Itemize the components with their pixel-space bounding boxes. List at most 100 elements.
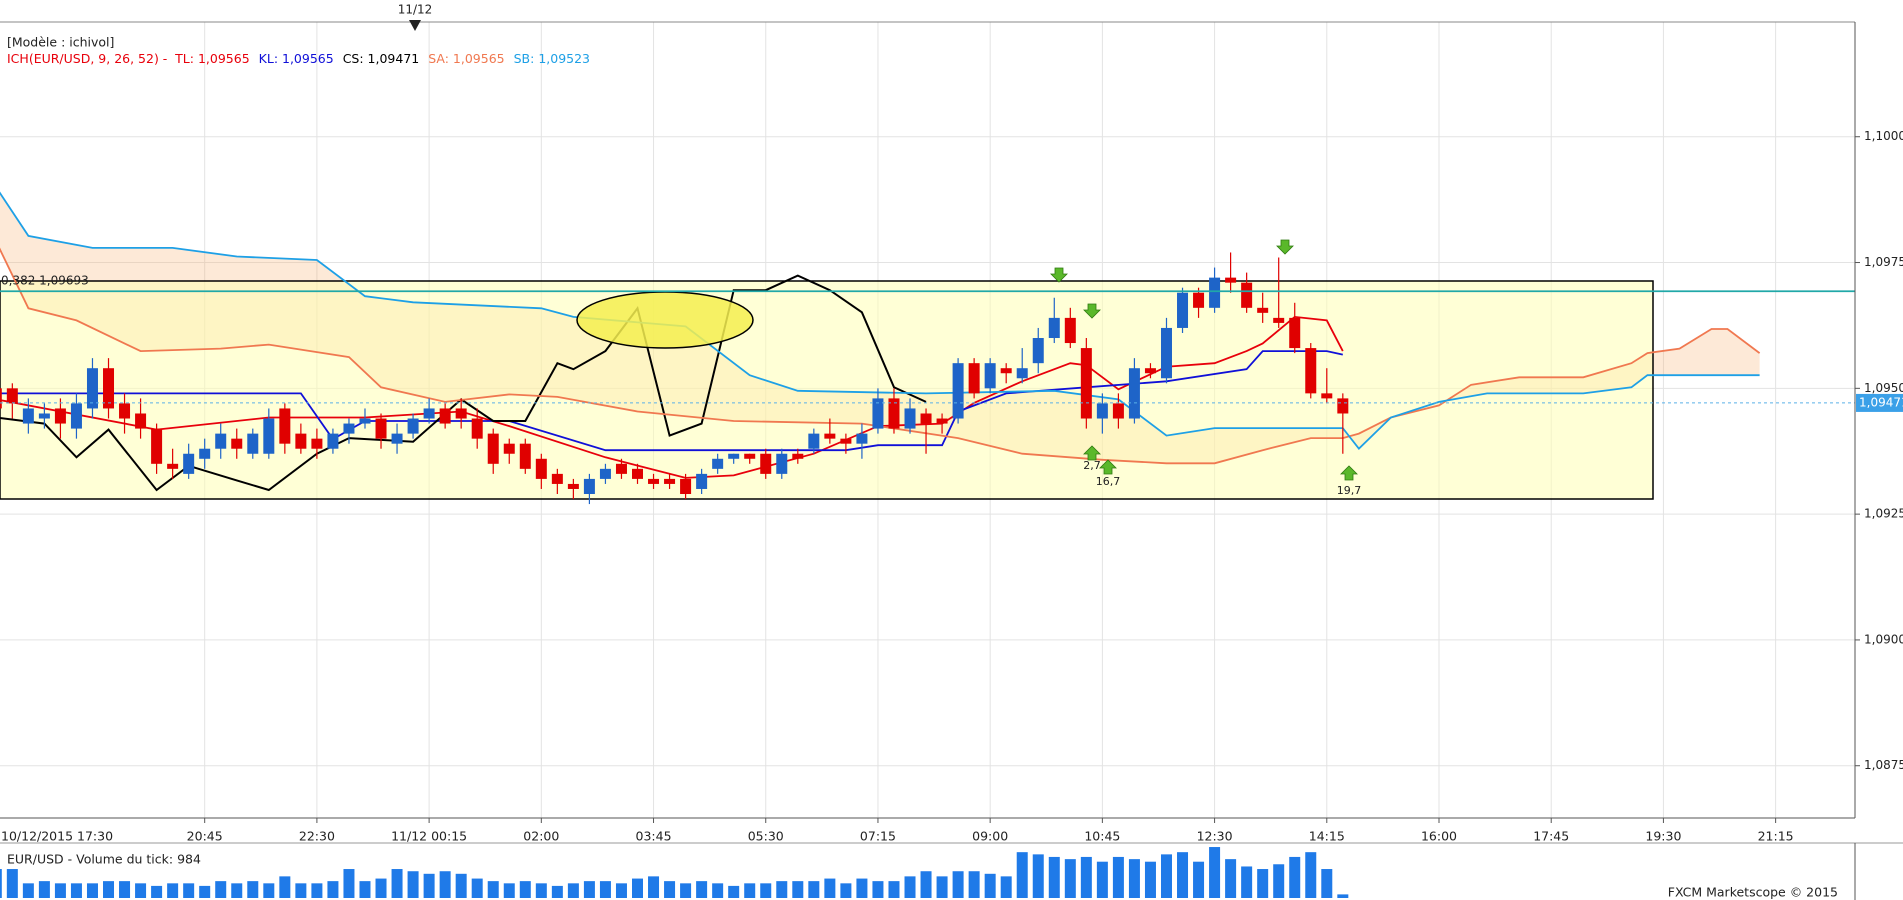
candle-body <box>119 403 131 419</box>
volume-bar <box>632 878 643 898</box>
candle-body <box>952 363 964 419</box>
volume-bar <box>295 883 307 898</box>
y-tick-label: 1,1000 <box>1864 129 1903 143</box>
volume-bar <box>792 881 804 898</box>
volume-label: EUR/USD - Volume du tick: 984 <box>7 852 201 867</box>
candle-body <box>1144 368 1156 374</box>
candle-body <box>1321 393 1333 399</box>
candle-body <box>1241 282 1253 308</box>
candle-body <box>375 418 387 439</box>
volume-bar <box>567 883 579 898</box>
candle-body <box>840 438 852 444</box>
volume-bar <box>664 881 676 898</box>
volume-bar <box>1016 852 1028 898</box>
volume-bar <box>760 883 772 898</box>
volume-bar <box>86 883 98 898</box>
signal-arrows <box>1050 239 1358 481</box>
candle-body <box>776 453 788 474</box>
candle-body <box>343 423 355 434</box>
candle-body <box>696 473 708 489</box>
candle-body <box>551 473 563 484</box>
candle-body <box>1128 368 1140 419</box>
candle-body <box>215 433 227 449</box>
x-tick-label: 20:45 <box>187 829 223 844</box>
volume-bar <box>920 871 932 898</box>
x-tick-label: 11/12 00:15 <box>391 829 467 844</box>
candle-body <box>135 413 147 429</box>
level-label: 0,382 1,09693 <box>1 274 89 288</box>
candle-body <box>247 433 259 454</box>
signal-label: 2,7 <box>1083 459 1101 472</box>
y-tick-label: 1,0925 <box>1864 507 1903 521</box>
volume-bar <box>1289 856 1301 898</box>
candle-body <box>167 463 179 469</box>
x-tick-label: 22:30 <box>299 829 335 844</box>
volume-bar <box>840 883 852 898</box>
volume-bar <box>1112 856 1124 898</box>
candle-body <box>183 453 195 474</box>
volume-bar <box>808 881 820 898</box>
legend-entry: SB: 1,09523 <box>514 51 590 66</box>
legend-entry: KL: 1,09565 <box>259 51 334 66</box>
candle-body <box>1273 317 1285 323</box>
candle-body <box>808 433 820 449</box>
volume-bar <box>247 881 259 898</box>
current-price-label: 1,09471 <box>1859 395 1903 409</box>
volume-bar <box>1096 861 1108 898</box>
candle-body <box>455 408 467 419</box>
volume-bar <box>1160 854 1172 898</box>
down-arrow <box>1276 239 1294 255</box>
candle-body <box>1177 292 1189 328</box>
candle-body <box>279 408 291 444</box>
volume-bar <box>1144 861 1156 898</box>
volume-bar <box>263 883 275 898</box>
x-tick-label: 03:45 <box>636 829 672 844</box>
candle-body <box>439 408 451 424</box>
y-tick-label: 1,0950 <box>1864 381 1903 395</box>
volume-bar <box>70 883 82 898</box>
candle-body <box>680 478 692 495</box>
candle-body <box>1160 327 1172 379</box>
candle-body <box>728 453 740 459</box>
footer: FXCM Marketscope © 2015 <box>1668 885 1838 900</box>
volume-bar <box>199 885 211 898</box>
volume-bar <box>487 881 499 898</box>
volume-bar <box>327 881 339 898</box>
up-arrow <box>1099 459 1117 475</box>
x-tick-label: 21:15 <box>1758 829 1794 844</box>
volume-bar <box>648 876 660 898</box>
candle-body <box>824 433 836 439</box>
model-label: [Modèle : ichivol] <box>7 35 114 50</box>
volume-bar <box>599 881 611 898</box>
volume-bar <box>1257 869 1269 898</box>
volume-bar <box>856 878 868 898</box>
volume-bar <box>712 883 724 898</box>
up-arrow <box>1340 465 1358 481</box>
candle-body <box>664 478 676 484</box>
candle-body <box>311 438 323 449</box>
candle-body <box>888 398 900 429</box>
x-tick-label: 09:00 <box>972 829 1008 844</box>
candle-body <box>1112 403 1124 419</box>
candle-body <box>760 453 772 474</box>
volume-bar <box>551 885 563 898</box>
x-tick-label: 05:30 <box>748 829 784 844</box>
volume-bar <box>1177 852 1189 898</box>
legend: ICH(EUR/USD, 9, 26, 52) - TL: 1,09565 KL: … <box>7 51 590 66</box>
candle-body <box>936 418 948 424</box>
volume-bar <box>135 883 147 898</box>
candle-body <box>199 448 211 459</box>
x-tick-label: 17:45 <box>1533 829 1569 844</box>
volume-bar <box>888 881 900 898</box>
volume-bar <box>1273 864 1285 898</box>
volume-bar <box>6 869 18 898</box>
candle-body <box>503 443 515 454</box>
candle-body <box>1257 307 1269 313</box>
candle-body <box>1064 317 1076 344</box>
volume-bar <box>167 883 179 898</box>
volume-bar <box>728 885 740 898</box>
volume-bar <box>1048 856 1060 898</box>
candle-body <box>70 403 82 429</box>
up-arrow <box>1083 445 1101 461</box>
volume-bar <box>1032 854 1044 898</box>
